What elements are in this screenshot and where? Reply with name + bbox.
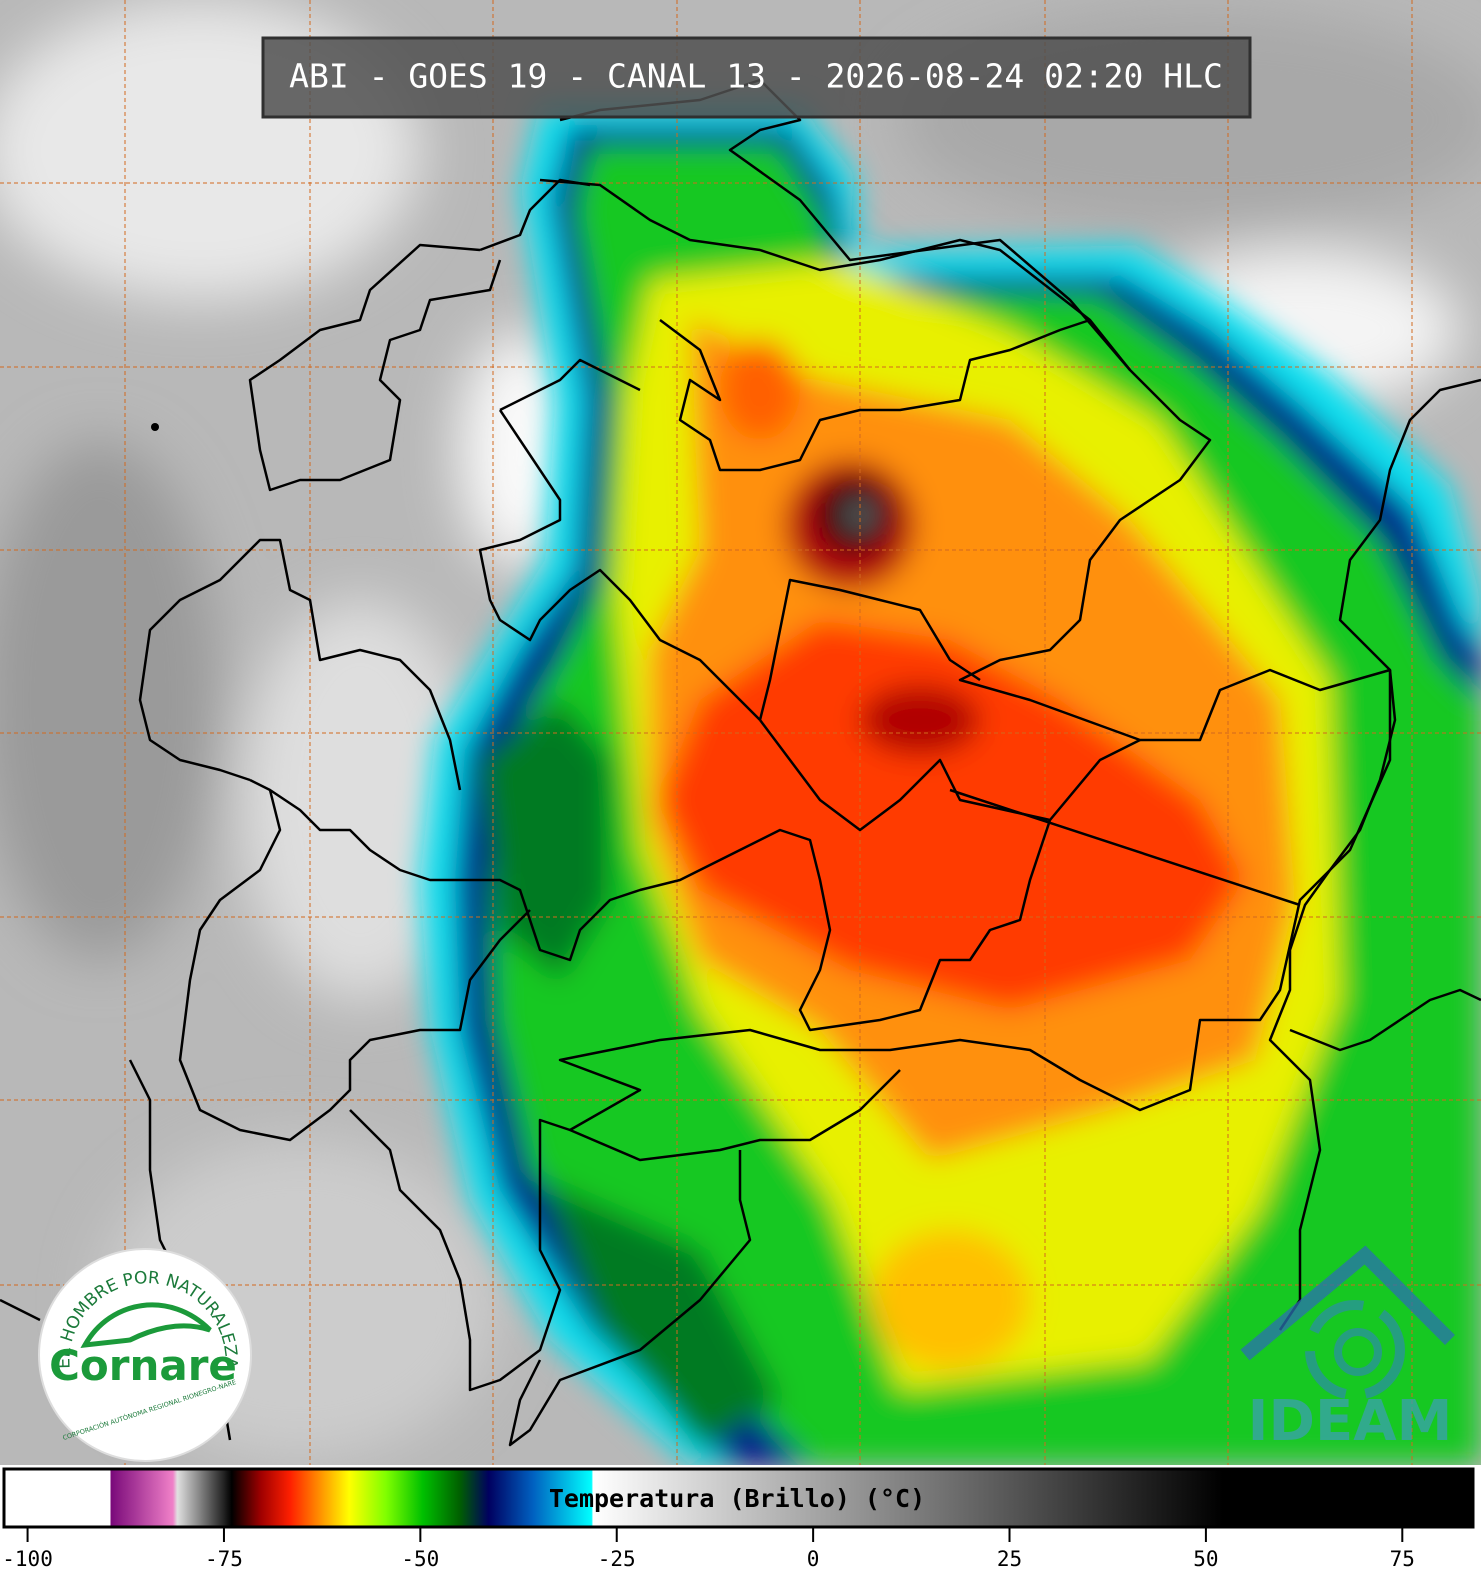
colorbar [2,1467,1475,1529]
tick-label: 75 [1390,1547,1415,1571]
cornare-name: Cornare [49,1341,237,1390]
colorbar-label: Temperatura (Brillo) (°C) [549,1484,925,1513]
tick-label: -25 [598,1547,636,1571]
graticule [0,0,1481,1465]
colorbar-ticks: -100 -75 -50 -25 0 25 50 75 [2,1527,1415,1571]
cornare-logo: EL HOMBRE POR NATURALEZA Cornare CORPORA… [38,1248,252,1462]
tick-label: 25 [997,1547,1022,1571]
tick-label: 0 [807,1547,820,1571]
ideam-name: IDEAM [1248,1389,1453,1454]
ideam-logo: IDEAM [1240,1245,1455,1454]
title-box [261,36,1252,119]
tick-label: 50 [1193,1547,1218,1571]
municipal-borders [0,78,1481,1447]
tick-label: -100 [2,1547,53,1571]
tick-label: -50 [401,1547,439,1571]
tick-label: -75 [205,1547,243,1571]
title: ABI - GOES 19 - CANAL 13 - 2026-08-24 02… [289,57,1223,96]
